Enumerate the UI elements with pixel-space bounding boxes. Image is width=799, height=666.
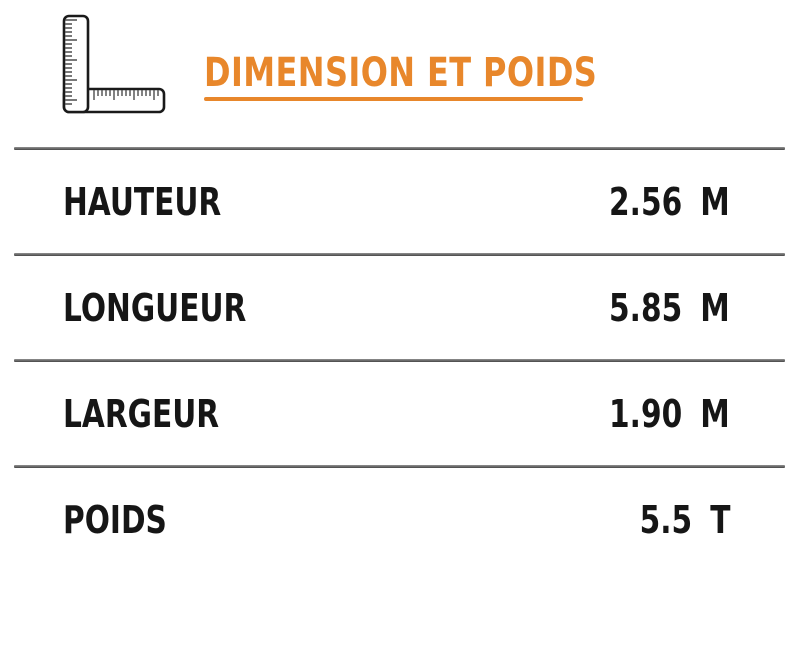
table-row-largeur: LARGEUR 1.90 M: [0, 362, 799, 465]
row-divider: [14, 147, 785, 150]
spec-label: POIDS: [63, 497, 167, 542]
title-underline: [204, 97, 583, 101]
spec-label: HAUTEUR: [63, 179, 222, 224]
row-divider: [14, 253, 785, 256]
table-row-hauteur: HAUTEUR 2.56 M: [0, 150, 799, 253]
row-divider: [14, 359, 785, 362]
spec-value: 1.90 M: [609, 391, 730, 436]
spec-value: 2.56 M: [609, 179, 730, 224]
spec-value: 5.5 T: [639, 497, 730, 542]
header: DIMENSION ET POIDS: [0, 0, 799, 147]
ruler-square-icon: [62, 14, 166, 114]
page-title-block: DIMENSION ET POIDS: [204, 52, 696, 101]
spec-label: LONGUEUR: [63, 285, 247, 330]
row-divider: [14, 465, 785, 468]
spec-value: 5.85 M: [609, 285, 730, 330]
table-row-poids: POIDS 5.5 T: [0, 468, 799, 571]
spec-table: HAUTEUR 2.56 M LONGUEUR 5.85 M LARGEUR 1…: [0, 147, 799, 571]
spec-label: LARGEUR: [63, 391, 220, 436]
table-row-longueur: LONGUEUR 5.85 M: [0, 256, 799, 359]
page-title: DIMENSION ET POIDS: [204, 50, 598, 96]
